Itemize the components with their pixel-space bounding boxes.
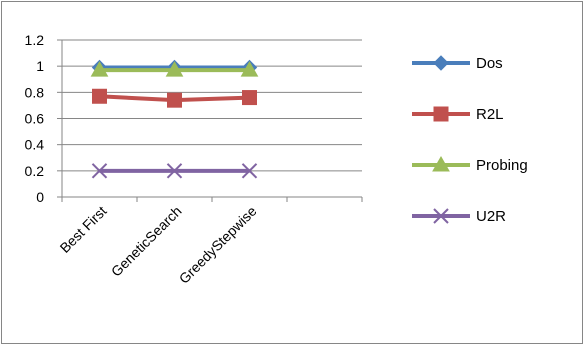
legend-label: Dos <box>476 55 503 72</box>
y-tick-label: 1.2 <box>25 32 45 48</box>
legend-label: Probing <box>476 157 528 174</box>
data-point <box>167 92 182 108</box>
y-tick-label: 0.6 <box>25 111 45 127</box>
legend-marker <box>433 208 449 224</box>
data-point <box>91 163 108 179</box>
series-r2l <box>92 88 257 108</box>
y-tick-label: 1 <box>36 58 44 74</box>
data-point <box>166 163 183 179</box>
series-group <box>90 59 259 179</box>
data-point <box>240 61 259 77</box>
y-tick-label: 0.4 <box>25 137 45 153</box>
y-tick-label: 0.2 <box>25 163 45 179</box>
legend-marker <box>433 55 449 71</box>
legend-label: U2R <box>476 208 506 225</box>
data-point <box>90 61 109 77</box>
legend-marker <box>432 155 450 172</box>
data-point <box>242 90 257 106</box>
legend-item-r2l: R2L <box>412 106 504 123</box>
data-point <box>92 88 107 104</box>
legend-item-dos: Dos <box>412 55 503 72</box>
series-u2r <box>91 163 258 179</box>
legend-item-probing: Probing <box>412 155 528 174</box>
y-axis-ticks: 0 0.2 0.4 0.6 0.8 1 1.2 <box>25 32 45 205</box>
data-point <box>241 163 258 179</box>
y-tick-label: 0.8 <box>25 84 45 100</box>
legend: Dos R2L Probing U2R <box>412 55 528 225</box>
legend-label: R2L <box>476 106 504 123</box>
axes <box>57 39 363 202</box>
legend-marker <box>433 106 449 122</box>
data-point <box>165 61 184 77</box>
legend-item-u2r: U2R <box>412 208 506 225</box>
y-tick-label: 0 <box>36 189 44 205</box>
series-probing <box>90 61 259 77</box>
